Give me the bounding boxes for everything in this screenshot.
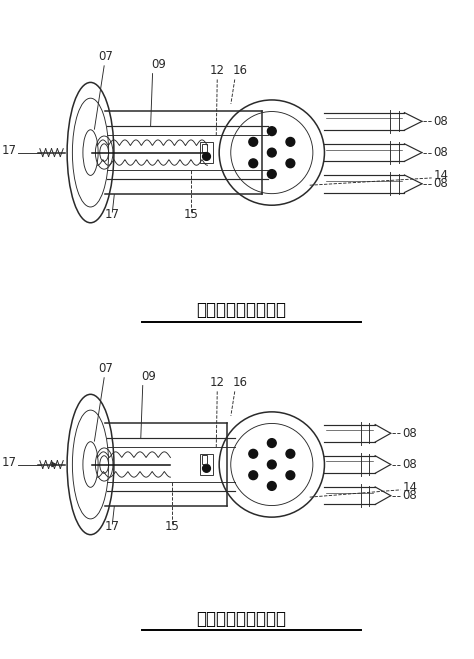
- Text: 08: 08: [402, 458, 417, 471]
- Circle shape: [286, 138, 295, 146]
- Text: 15: 15: [184, 208, 199, 221]
- Text: 07: 07: [99, 362, 114, 375]
- Bar: [200, 454, 213, 475]
- Text: 08: 08: [434, 115, 448, 128]
- Text: 08: 08: [402, 427, 417, 440]
- Bar: [202, 144, 207, 152]
- Circle shape: [267, 439, 276, 447]
- Text: 07: 07: [99, 50, 114, 63]
- Text: 12: 12: [210, 376, 225, 389]
- Bar: [200, 142, 213, 163]
- Circle shape: [249, 138, 258, 146]
- Circle shape: [249, 159, 258, 167]
- Text: 充电枪剖面图（伸）: 充电枪剖面图（伸）: [197, 302, 287, 320]
- Circle shape: [267, 460, 276, 469]
- Text: 17: 17: [105, 520, 120, 533]
- Circle shape: [267, 169, 276, 179]
- Circle shape: [249, 449, 258, 458]
- Text: 08: 08: [434, 146, 448, 159]
- Circle shape: [286, 449, 295, 458]
- Circle shape: [249, 471, 258, 480]
- Text: 充电枪剖面图（缩）: 充电枪剖面图（缩）: [197, 610, 287, 627]
- Text: 08: 08: [434, 177, 448, 190]
- Circle shape: [202, 465, 210, 473]
- Text: 16: 16: [233, 376, 248, 389]
- Circle shape: [202, 152, 210, 160]
- Text: 17: 17: [1, 456, 17, 469]
- Circle shape: [267, 127, 276, 136]
- Circle shape: [267, 148, 276, 157]
- Text: 16: 16: [233, 64, 248, 76]
- Text: 14: 14: [434, 169, 448, 183]
- Text: 12: 12: [210, 64, 225, 76]
- Text: 09: 09: [141, 370, 156, 383]
- Circle shape: [286, 471, 295, 480]
- Text: 17: 17: [105, 208, 120, 221]
- Bar: [202, 455, 207, 464]
- Text: 17: 17: [1, 144, 17, 157]
- Text: 15: 15: [164, 520, 179, 533]
- Circle shape: [267, 482, 276, 490]
- Circle shape: [286, 159, 295, 167]
- Text: 14: 14: [402, 481, 418, 494]
- Text: 09: 09: [151, 58, 166, 71]
- Text: 08: 08: [402, 489, 417, 502]
